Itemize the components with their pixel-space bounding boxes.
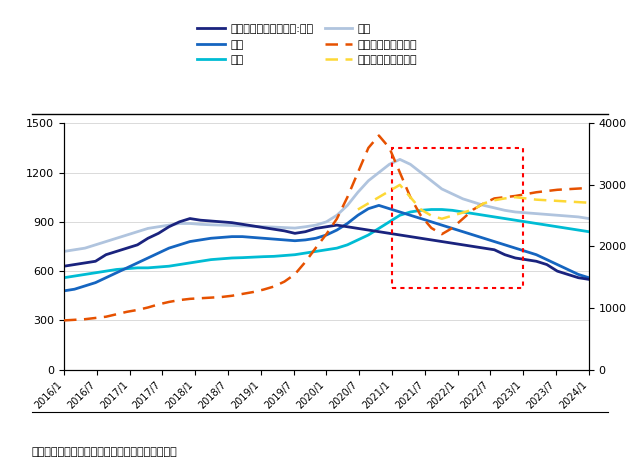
Text: 数据来源：今日酒价、同花顺，国泰君安证券研究: 数据来源：今日酒价、同花顺，国泰君安证券研究: [32, 447, 178, 457]
Legend: 中原二手住宅价格指数:北京, 上海, 广州, 深圳, 飞天原箱批价（右）, 飞天散瓶批价（右）: 中原二手住宅价格指数:北京, 上海, 广州, 深圳, 飞天原箱批价（右）, 飞天…: [193, 20, 422, 70]
